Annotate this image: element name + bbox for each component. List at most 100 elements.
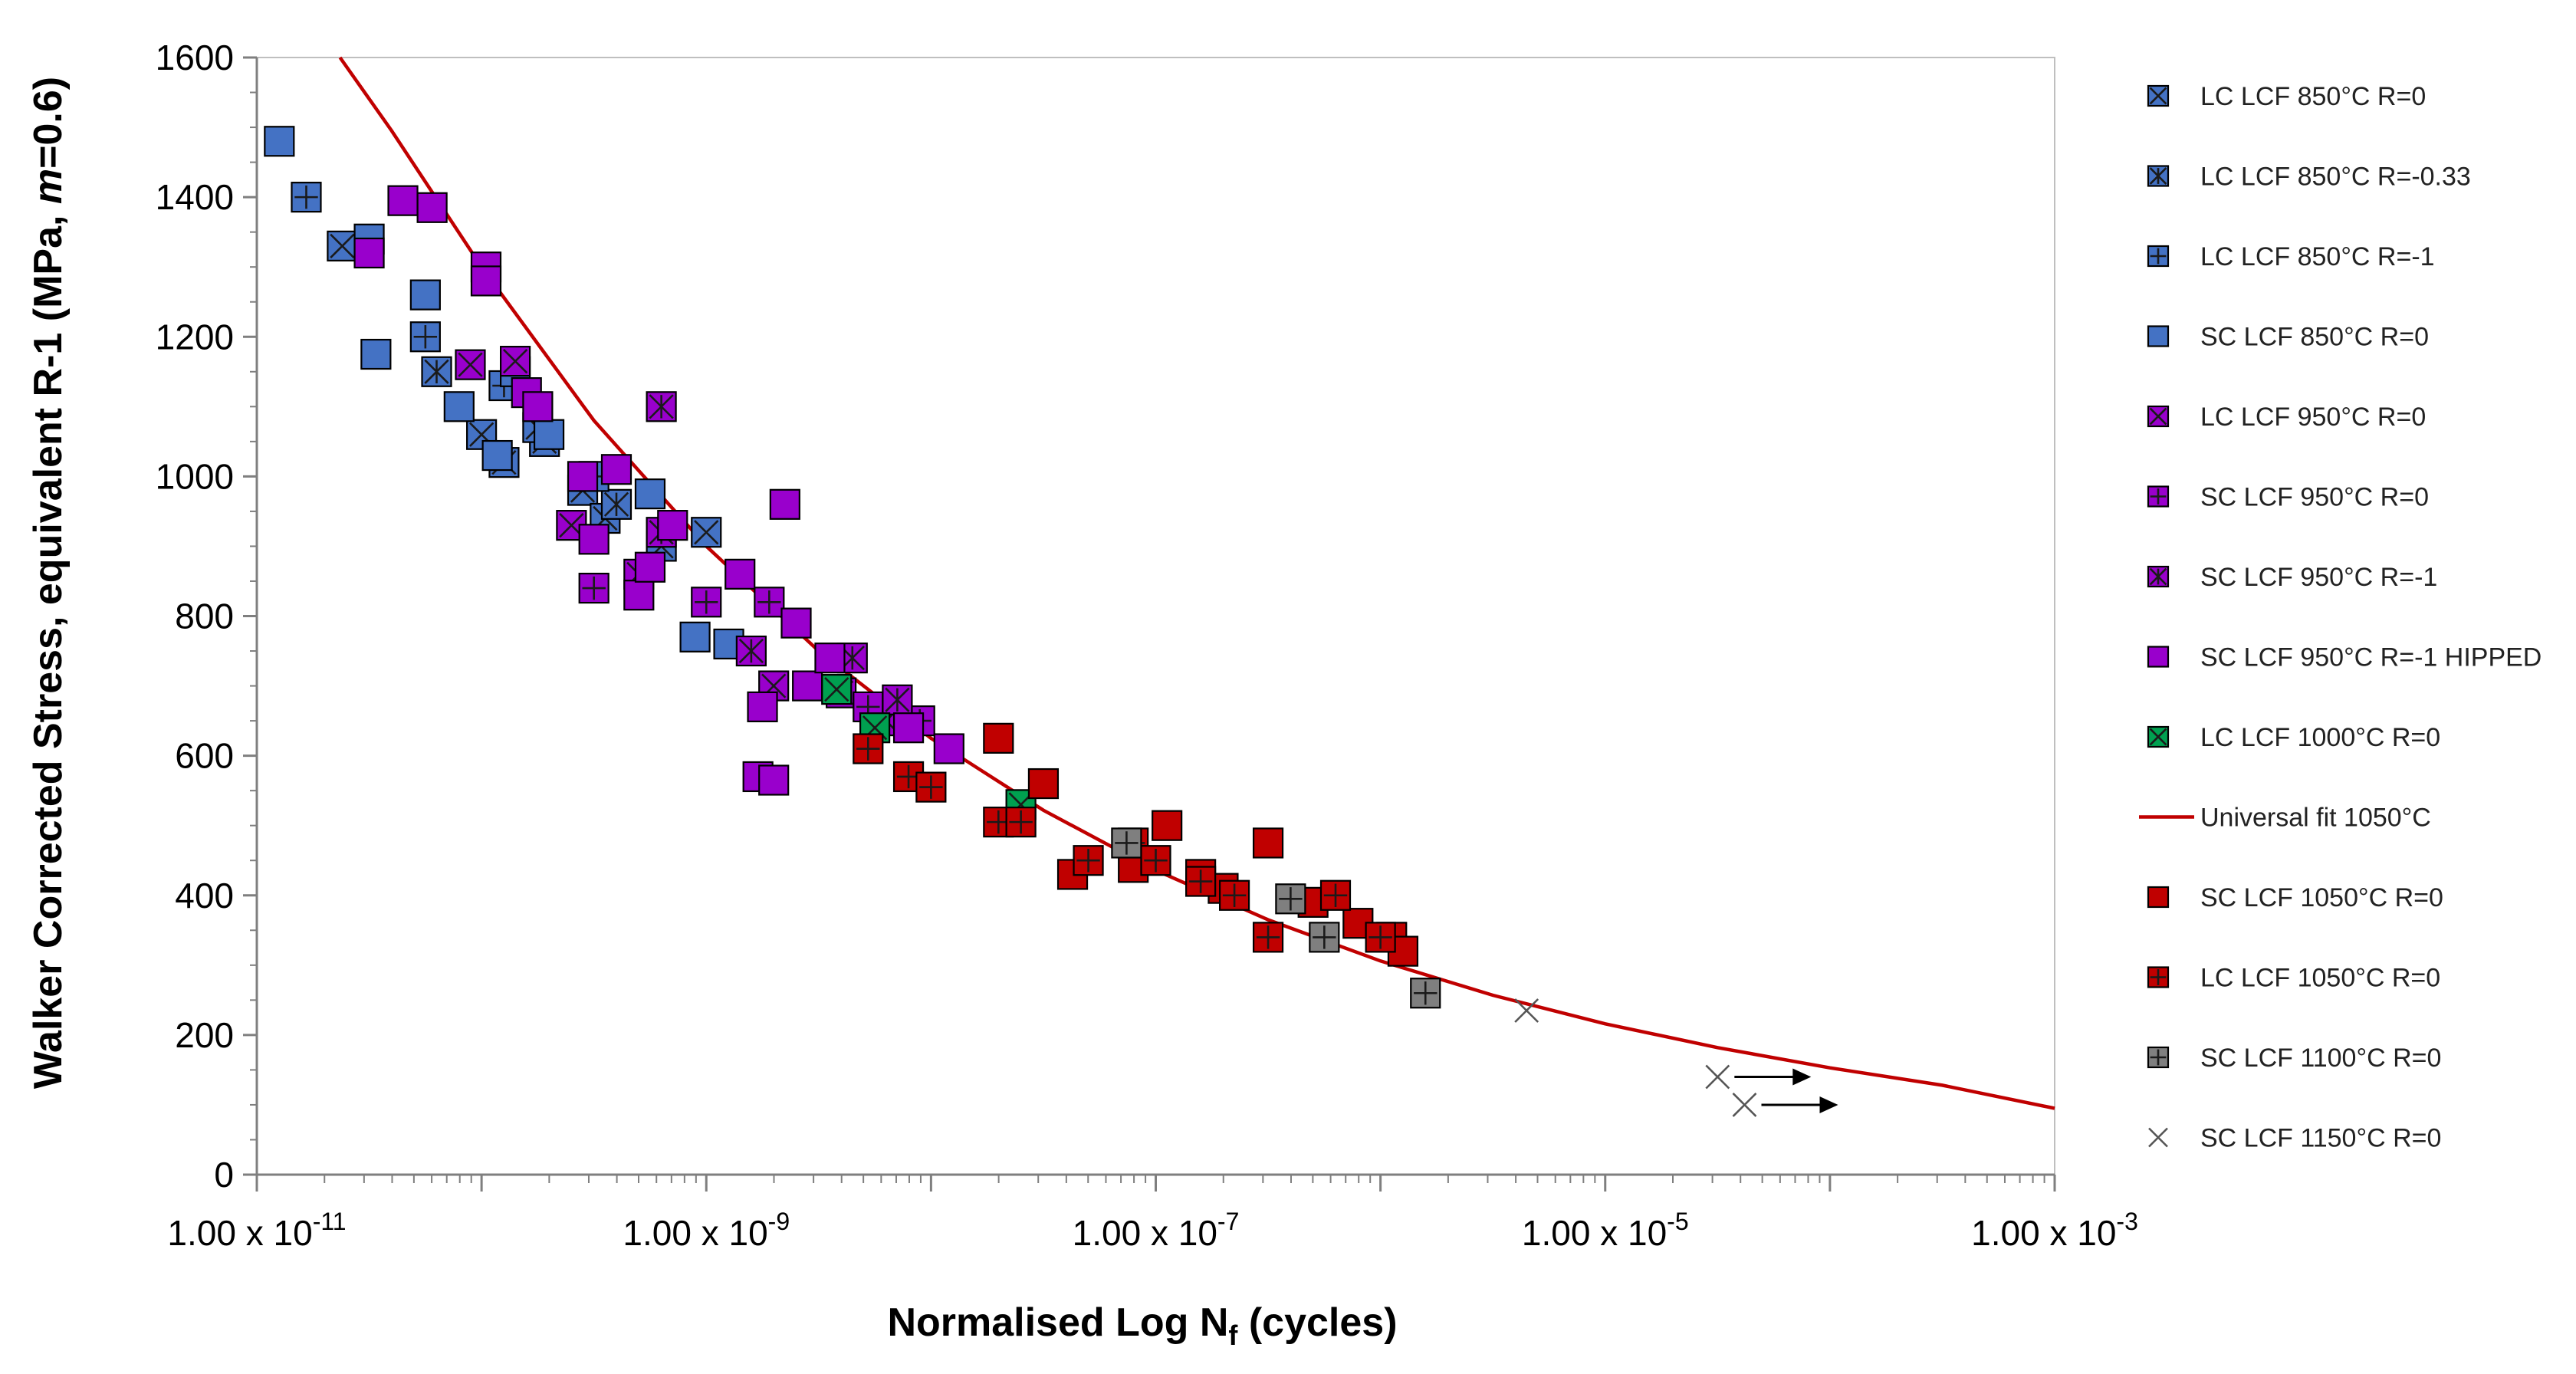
x-tick-label: 1.00 x 10-9 [623,1208,790,1253]
data-point [1252,922,1284,953]
axes [243,56,2056,1192]
legend-item: LC LCF 850°C R=-0.33 [2147,163,2471,192]
data-point [1309,922,1340,953]
legend-item: SC LCF 950°C R=0 [2147,483,2429,512]
data-point [646,391,677,422]
legend-marker-swatch [2148,1127,2168,1148]
legend-marker-swatch [2147,405,2170,428]
legend-marker-swatch [2147,1046,2170,1069]
data-point [634,478,666,510]
data-point [600,488,632,520]
data-point [522,391,554,422]
x-tick-label: 1.00 x 10-7 [1073,1208,1240,1253]
data-point [634,551,666,583]
x-tick-label: 1.00 x 10-3 [1971,1208,2138,1253]
legend-label: SC LCF 950°C R=0 [2200,483,2429,512]
series-12 [1514,998,1757,1117]
y-axis-title: Walker Corrected Stress, equivalent R-1 … [26,77,71,1089]
legend-marker-swatch [2147,966,2170,988]
data-point [455,349,486,380]
data-point [679,621,711,652]
data-point [1073,845,1104,876]
data-point [499,346,531,377]
data-point [892,712,925,744]
data-point [416,192,448,223]
legend-marker-swatch [2147,485,2170,508]
data-point [882,684,913,715]
data-point [1027,768,1060,800]
data-point [533,419,565,450]
data-point [769,488,800,520]
legend-item: SC LCF 850°C R=0 [2147,323,2429,352]
series-11 [1111,827,1441,1009]
data-point [780,607,812,639]
data-point [421,356,452,387]
data-point [691,587,722,618]
legend-label: SC LCF 950°C R=-1 HIPPED [2200,643,2542,672]
data-point [1410,978,1441,1009]
data-point [792,670,823,702]
runout-arrow [1761,1096,1838,1113]
legend-label: LC LCF 850°C R=-0.33 [2200,163,2471,192]
legend-label: LC LCF 850°C R=0 [2200,82,2426,111]
data-point [443,391,475,422]
data-point [754,587,785,618]
legend-marker-swatch [2147,646,2170,668]
data-point [578,572,610,604]
legend-item: LC LCF 1000°C R=0 [2147,723,2440,752]
data-point [821,674,853,705]
data-point [409,279,441,311]
data-point [360,338,392,370]
legend: LC LCF 850°C R=0 LC LCF 850°C R=-0.33 LC L… [2139,82,2542,1153]
data-point [327,230,358,261]
legend-label: SC LCF 1150°C R=0 [2200,1124,2441,1153]
data-point [481,439,513,472]
y-tick-label: 600 [175,736,234,776]
x-tick-label: 1.00 x 10-5 [1522,1208,1689,1253]
data-point [1185,866,1217,897]
data-point [1514,998,1539,1023]
data-point [1005,807,1037,838]
y-tick-label: 800 [175,597,234,636]
legend-label: SC LCF 850°C R=0 [2200,323,2429,352]
data-point [1218,879,1250,911]
data-point [983,722,1014,754]
data-point [567,461,599,492]
data-point [853,733,884,764]
points-layer [264,126,1757,1117]
data-point [264,126,295,157]
legend-item: LC LCF 950°C R=0 [2147,403,2426,432]
tick-labels: 0 200 400 600 800 1000 1200 1400 1600 1.00 x 10-1… [156,38,2138,1253]
legend-item: SC LCF 1100°C R=0 [2147,1044,2441,1073]
legend-item: SC LCF 950°C R=-1 HIPPED [2147,643,2542,672]
legend-item: SC LCF 950°C R=-1 [2147,563,2437,592]
data-point [600,454,632,485]
y-tick-label: 1600 [156,38,234,77]
data-point [1705,1064,1730,1090]
data-point [915,771,947,803]
data-point [1275,883,1306,915]
legend-label: LC LCF 1050°C R=0 [2200,964,2440,993]
y-tick-label: 1400 [156,177,234,217]
data-point [814,643,846,674]
data-point [1252,827,1284,859]
legend-label: SC LCF 950°C R=-1 [2200,563,2437,592]
legend-label: SC LCF 1100°C R=0 [2200,1044,2441,1073]
legend-marker-swatch [2147,725,2170,748]
legend-marker-swatch [2147,565,2170,588]
data-point [758,764,790,796]
data-point [623,580,655,611]
legend-item: LC LCF 1050°C R=0 [2147,964,2440,993]
legend-item: Universal fit 1050°C [2139,804,2431,833]
legend-marker-swatch [2147,245,2170,268]
legend-label: LC LCF 1000°C R=0 [2200,723,2440,752]
data-point [409,321,441,353]
x-axis-title: Normalised Log Nf (cycles) [887,1300,1397,1351]
data-point [387,185,419,216]
data-point [747,691,778,722]
legend-marker-swatch [2147,84,2170,107]
runout-arrow [1734,1068,1812,1086]
data-point [291,182,322,213]
data-point [1111,827,1142,859]
